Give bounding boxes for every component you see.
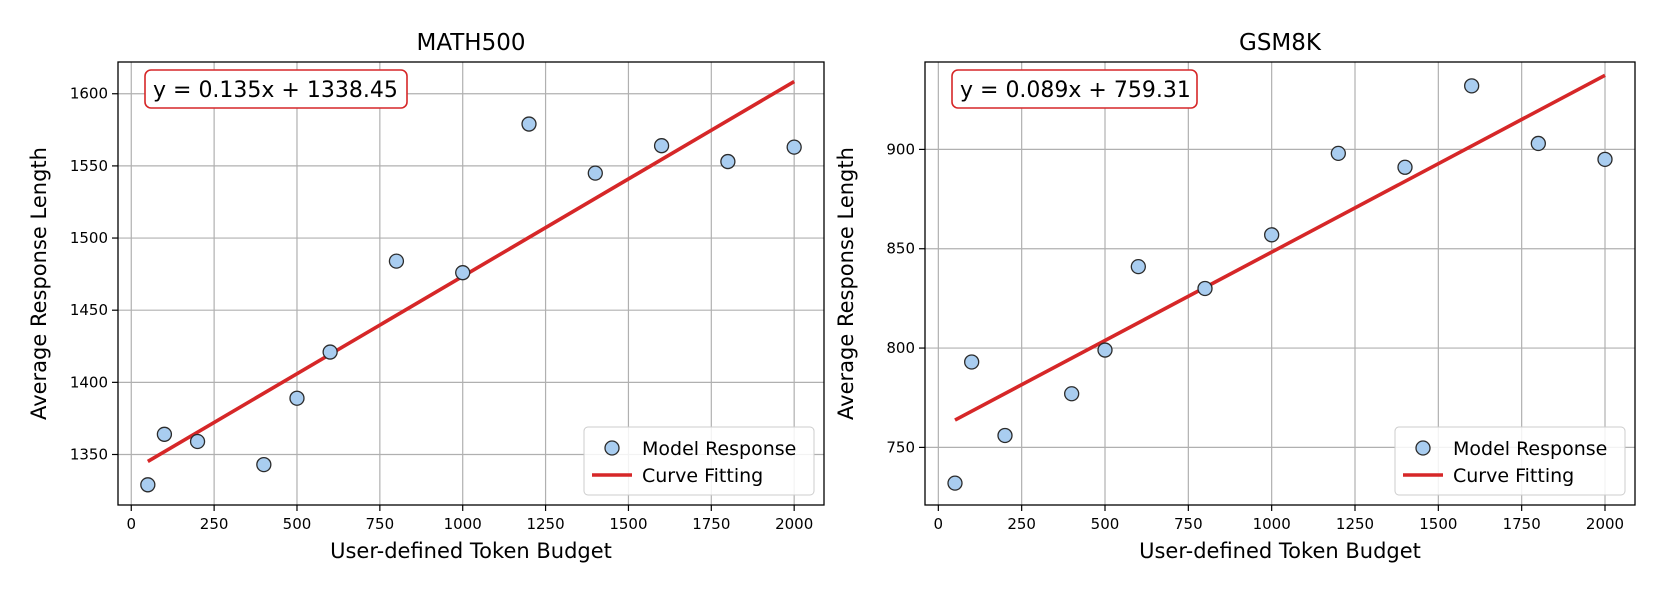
- x-tick-label: 1750: [1503, 515, 1541, 533]
- data-point: [140, 477, 156, 493]
- x-tick-label: 750: [1174, 515, 1203, 533]
- equation-box: [144, 69, 408, 109]
- x-axis-label: User-defined Token Budget: [330, 539, 612, 563]
- fit-line: [954, 73, 1606, 422]
- data-point: [189, 433, 206, 450]
- legend-label-model-response: Model Response: [1453, 438, 1607, 460]
- data-point: [521, 116, 537, 132]
- fit-equation: y = 0.135x + 1338.45: [153, 78, 398, 103]
- x-tick-label: 0: [126, 515, 136, 533]
- data-point: [1064, 386, 1080, 402]
- x-tick-label: 1000: [1253, 515, 1291, 533]
- data-point: [322, 344, 338, 360]
- data-point: [720, 153, 736, 170]
- y-tick-label: 1350: [70, 445, 108, 463]
- legend-label-curve-fitting: Curve Fitting: [1453, 465, 1574, 487]
- fit-line: [146, 80, 796, 463]
- data-point: [964, 354, 980, 370]
- x-axis-label: User-defined Token Budget: [1139, 539, 1421, 563]
- y-tick-label: 1450: [70, 301, 108, 319]
- y-tick-label: 850: [886, 240, 915, 258]
- y-tick-label: 1550: [70, 157, 108, 175]
- equation-box: [951, 69, 1198, 109]
- data-point: [786, 139, 802, 155]
- chart-math500: 0 250 500 750 1000 1250 1500 1750 2000 1350 1400 14…: [27, 30, 825, 563]
- y-axis-label: Average Response Length: [27, 147, 51, 420]
- x-tick-label: 2000: [1586, 515, 1624, 533]
- legend-marker-model-response: [1415, 440, 1431, 456]
- x-tick-label: 500: [1091, 515, 1120, 533]
- x-tick-label: 500: [283, 515, 312, 533]
- data-point: [1530, 135, 1546, 152]
- y-tick-label: 800: [886, 339, 915, 357]
- data-point: [289, 390, 305, 406]
- legend-label-curve-fitting: Curve Fitting: [642, 465, 763, 487]
- data-point: [653, 138, 670, 154]
- data-point: [1264, 227, 1280, 243]
- data-point: [1397, 159, 1413, 175]
- y-tick-label: 1400: [70, 373, 108, 391]
- data-point: [156, 426, 173, 442]
- legend-box: [583, 426, 815, 496]
- legend-box: [1394, 426, 1626, 496]
- chart-title: MATH500: [416, 30, 525, 56]
- data-point: [256, 456, 272, 473]
- y-tick-label: 750: [886, 438, 915, 456]
- data-point: [997, 427, 1013, 444]
- y-tick-label: 900: [886, 140, 915, 158]
- data-point: [947, 475, 963, 491]
- legend-marker-model-response: [604, 440, 620, 456]
- x-tick-label: 1000: [444, 515, 482, 533]
- x-tick-label: 1750: [692, 515, 730, 533]
- x-tick-label: 1250: [526, 515, 564, 533]
- data-point: [1130, 258, 1146, 275]
- data-point: [1597, 151, 1613, 167]
- x-tick-label: 750: [366, 515, 395, 533]
- legend-label-model-response: Model Response: [642, 438, 796, 460]
- x-tick-label: 1500: [609, 515, 647, 533]
- y-axis-label: Average Response Length: [834, 147, 858, 420]
- x-tick-label: 1500: [1419, 515, 1457, 533]
- y-tick-label: 1600: [70, 85, 108, 103]
- plot-frame: [924, 61, 1636, 506]
- data-point: [1464, 78, 1480, 94]
- chart-gsm8k: 0 250 500 750 1000 1250 1500 1750 2000 750 800 850 9…: [834, 30, 1636, 563]
- data-point: [388, 253, 405, 269]
- x-tick-label: 1250: [1336, 515, 1374, 533]
- data-point: [587, 165, 603, 181]
- data-point: [1197, 280, 1213, 297]
- x-tick-label: 2000: [775, 515, 813, 533]
- data-point: [1330, 145, 1346, 162]
- y-tick-label: 1500: [70, 229, 108, 247]
- data-point: [455, 265, 471, 281]
- data-point: [1097, 342, 1113, 358]
- fit-equation: y = 0.089x + 759.31: [960, 78, 1191, 103]
- x-tick-label: 0: [934, 515, 944, 533]
- chart-title: GSM8K: [1239, 30, 1322, 56]
- x-tick-label: 250: [200, 515, 229, 533]
- plot-frame: [117, 61, 825, 506]
- x-tick-label: 250: [1007, 515, 1036, 533]
